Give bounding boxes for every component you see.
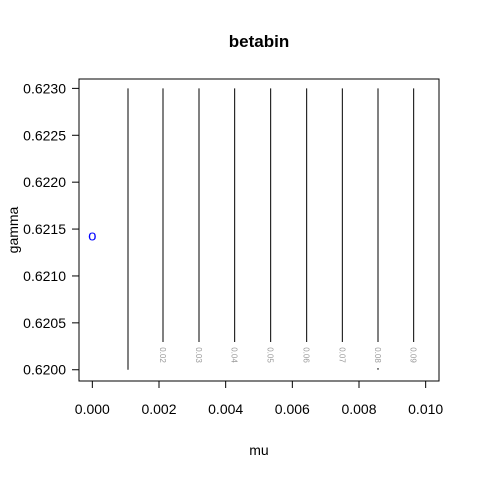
contour-label: 0.08 (373, 347, 382, 363)
chart-title: betabin (229, 32, 289, 51)
y-tick-label: 0.6200 (23, 362, 66, 378)
x-tick-label: 0.010 (408, 401, 443, 417)
x-axis-title: mu (249, 442, 268, 458)
x-tick-label: 0.006 (275, 401, 310, 417)
y-tick-label: 0.6220 (23, 174, 66, 190)
x-tick-label: 0.004 (208, 401, 243, 417)
data-points: o (88, 228, 96, 245)
contour-label: 0.03 (194, 347, 203, 363)
y-tick-label: 0.6230 (23, 80, 66, 96)
y-tick-label: 0.6215 (23, 221, 66, 237)
contour-label: 0.02 (158, 347, 167, 363)
y-axis: 0.6200 0.6205 0.6210 0.6215 0.6220 0.6225 0.62… (23, 80, 80, 378)
contour-lines: 0.02 0.03 0.04 0.05 0.06 0.07 0.08 0.09 (127, 88, 418, 370)
contour-label: 0.05 (266, 347, 275, 363)
y-tick-label: 0.6205 (23, 315, 66, 331)
plot-frame (78, 78, 440, 382)
contour-label: 0.06 (302, 347, 311, 363)
contour-label: 0.09 (409, 347, 418, 363)
data-point-marker: o (88, 228, 96, 245)
y-axis-title: gamma (5, 206, 21, 253)
x-tick-label: 0.000 (75, 401, 110, 417)
y-tick-label: 0.6225 (23, 127, 66, 143)
y-tick-label: 0.6210 (23, 268, 66, 284)
contour-label: 0.04 (230, 347, 239, 363)
x-axis: 0.000 0.002 0.004 0.006 0.008 0.010 (75, 380, 443, 417)
contour-label: 0.07 (337, 347, 346, 363)
x-tick-label: 0.002 (141, 401, 176, 417)
x-tick-label: 0.008 (341, 401, 376, 417)
